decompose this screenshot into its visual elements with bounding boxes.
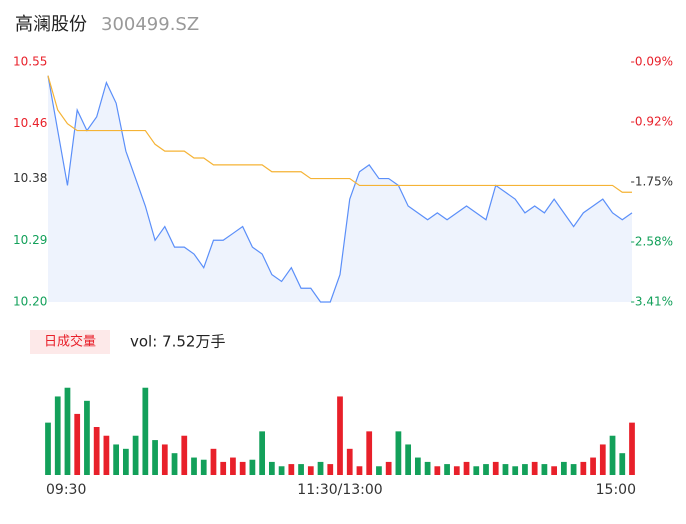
volume-bar [395, 431, 402, 475]
y-tick-label: 10.55 [13, 55, 47, 69]
y2-tick-label: -1.75% [631, 175, 673, 189]
volume-bar [74, 413, 81, 475]
x-tick-label: 09:30 [46, 482, 86, 498]
y-tick-label: 10.38 [13, 171, 47, 185]
stock-name: 高澜股份 [15, 14, 87, 35]
volume-bar [512, 466, 519, 475]
volume-bar [249, 459, 256, 475]
average-line [47, 75, 632, 193]
volume-bar [191, 457, 197, 475]
volume-bar [161, 444, 168, 475]
y2-tick-label: -0.92% [631, 115, 673, 129]
volume-bar [200, 459, 207, 475]
x-tick-label: 15:00 [596, 482, 636, 498]
volume-annotation: vol: 7.52万手 [130, 333, 225, 351]
volume-bar [346, 448, 353, 475]
volume-label-box [30, 330, 110, 354]
volume-bar [230, 457, 236, 475]
y-tick-label: 10.20 [13, 295, 47, 309]
volume-bar [590, 457, 596, 475]
volume-bar [570, 464, 577, 475]
y2-tick-label: -0.09% [631, 55, 673, 69]
volume-bar [181, 435, 188, 475]
y-tick-label: 10.29 [13, 233, 47, 247]
x-tick-label: 11:30/13:00 [297, 482, 382, 498]
volume-bar [337, 396, 343, 475]
volume-bar [122, 448, 129, 475]
volume-bar [483, 464, 489, 475]
volume-bar [152, 440, 158, 475]
volume-bar [113, 444, 120, 475]
volume-bar [366, 431, 373, 475]
volume-bar [434, 466, 441, 475]
volume-bar [599, 444, 606, 475]
volume-bar [93, 427, 100, 475]
volume-bar [356, 466, 363, 475]
y-tick-label: 10.46 [13, 116, 47, 130]
volume-bar [45, 422, 51, 475]
volume-bar [84, 400, 90, 475]
volume-bar [444, 464, 450, 475]
volume-bar [502, 464, 509, 475]
volume-bar [541, 464, 548, 475]
volume-bar [531, 461, 538, 475]
volume-bar [142, 387, 149, 475]
volume-bar [298, 464, 304, 475]
volume-bar [239, 461, 246, 475]
volume-bar [414, 457, 421, 475]
price-line [47, 75, 633, 303]
volume-bar [551, 466, 558, 475]
volume-bar [385, 461, 392, 475]
volume-title: 日成交量 [44, 334, 96, 350]
volume-bar [609, 435, 616, 475]
y2-tick-label: -3.41% [631, 295, 673, 309]
volume-bar [619, 453, 626, 475]
volume-bar [580, 461, 587, 475]
volume-bar [288, 464, 295, 475]
volume-bar [64, 387, 71, 475]
volume-bar [473, 466, 480, 475]
volume-bar [259, 431, 266, 475]
stock-code: 300499.SZ [101, 14, 199, 35]
volume-bar [210, 448, 217, 475]
price-area [48, 75, 632, 302]
volume-bar [132, 435, 139, 475]
volume-bar [220, 461, 227, 475]
volume-bar [268, 461, 275, 475]
volume-bar [405, 444, 412, 475]
volume-bar [278, 466, 285, 475]
y2-tick-label: -2.58% [631, 235, 673, 249]
volume-bar [424, 461, 431, 475]
volume-bar [376, 466, 382, 475]
volume-bar [54, 396, 61, 475]
volume-bar [453, 466, 460, 475]
volume-bar [307, 466, 314, 475]
volume-bar [327, 464, 334, 475]
volume-bar [629, 422, 635, 475]
volume-bar [522, 464, 528, 475]
volume-bar [463, 461, 470, 475]
volume-bar [492, 461, 499, 475]
volume-bar [317, 461, 324, 475]
volume-bar [560, 461, 567, 475]
volume-bar [103, 435, 110, 475]
volume-bar [171, 453, 178, 475]
